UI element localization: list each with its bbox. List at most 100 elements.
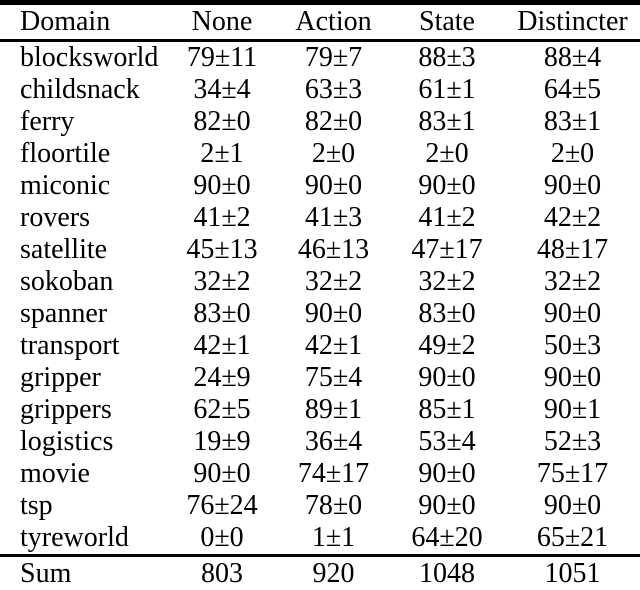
distincter-cell: 90±0	[543, 490, 602, 521]
domain-cell: transport	[20, 330, 120, 361]
column-header-state: State	[419, 6, 475, 37]
sum-state-cell: 1048	[419, 558, 475, 589]
domain-cell: blocksworld	[20, 42, 159, 73]
domain-cell: spanner	[20, 298, 108, 329]
action-cell: 32±2	[304, 266, 363, 297]
column-header-action: Action	[295, 6, 372, 37]
action-cell: 74±17	[297, 458, 370, 489]
table-row: logistics 19±9 36±4 53±4 52±3	[0, 426, 640, 458]
table-row: sokoban 32±2 32±2 32±2 32±2	[0, 266, 640, 298]
action-cell: 90±0	[304, 170, 363, 201]
table-row: childsnack 34±4 63±3 61±1 64±5	[0, 74, 640, 106]
state-cell: 2±0	[425, 138, 469, 169]
distincter-cell: 48±17	[536, 234, 609, 265]
state-cell: 61±1	[418, 74, 476, 105]
none-cell: 83±0	[193, 298, 251, 329]
column-header-domain: Domain	[20, 6, 111, 37]
action-cell: 42±1	[304, 330, 363, 361]
table-row: miconic 90±0 90±0 90±0 90±0	[0, 170, 640, 202]
none-cell: 24±9	[193, 362, 251, 393]
state-cell: 41±2	[418, 202, 476, 233]
table-row: tyreworld 0±0 1±1 64±20 65±21	[0, 522, 640, 556]
none-cell: 90±0	[193, 458, 251, 489]
table-row: spanner 83±0 90±0 83±0 90±0	[0, 298, 640, 330]
state-cell: 90±0	[418, 170, 476, 201]
none-cell: 82±0	[193, 106, 251, 137]
domain-cell: sokoban	[20, 266, 114, 297]
none-cell: 42±1	[193, 330, 251, 361]
distincter-cell: 2±0	[550, 138, 595, 169]
none-cell: 19±9	[193, 426, 251, 457]
none-cell: 79±11	[186, 42, 258, 73]
column-header-none: None	[191, 6, 253, 37]
none-cell: 0±0	[200, 522, 244, 553]
none-cell: 76±24	[186, 490, 258, 521]
table-row: ferry 82±0 82±0 83±1 83±1	[0, 106, 640, 138]
state-cell: 49±2	[418, 330, 476, 361]
action-cell: 36±4	[304, 426, 363, 457]
action-cell: 82±0	[304, 106, 363, 137]
state-cell: 83±1	[418, 106, 476, 137]
table-row: transport 42±1 42±1 49±2 50±3	[0, 330, 640, 362]
action-cell: 78±0	[304, 490, 363, 521]
distincter-cell: 90±0	[543, 170, 602, 201]
domain-cell: gripper	[20, 362, 101, 393]
action-cell: 90±0	[304, 298, 363, 329]
domain-cell: ferry	[20, 106, 75, 137]
distincter-cell: 32±2	[543, 266, 602, 297]
distincter-cell: 50±3	[543, 330, 602, 361]
distincter-cell: 90±0	[543, 362, 602, 393]
domain-cell: satellite	[20, 234, 108, 265]
state-cell: 85±1	[418, 394, 476, 425]
state-cell: 90±0	[418, 458, 476, 489]
domain-cell: tyreworld	[20, 522, 129, 553]
sum-distincter-cell: 1051	[544, 558, 601, 589]
none-cell: 90±0	[193, 170, 251, 201]
table-row: tsp 76±24 78±0 90±0 90±0	[0, 490, 640, 522]
header-row: Domain None Action State Distincter	[0, 3, 640, 41]
domain-cell: floortile	[20, 138, 111, 169]
distincter-cell: 65±21	[536, 522, 609, 553]
state-cell: 88±3	[418, 42, 476, 73]
state-cell: 83±0	[418, 298, 476, 329]
action-cell: 63±3	[304, 74, 363, 105]
domain-cell: tsp	[20, 490, 53, 521]
domain-cell: childsnack	[20, 74, 140, 105]
sum-none-cell: 803	[201, 558, 243, 589]
sum-label: Sum	[20, 558, 72, 589]
table-row: gripper 24±9 75±4 90±0 90±0	[0, 362, 640, 394]
distincter-cell: 42±2	[543, 202, 602, 233]
table-row: grippers 62±5 89±1 85±1 90±1	[0, 394, 640, 426]
action-cell: 2±0	[311, 138, 356, 169]
distincter-cell: 88±4	[543, 42, 602, 73]
state-cell: 90±0	[418, 490, 476, 521]
action-cell: 79±7	[304, 42, 363, 73]
table-row: rovers 41±2 41±3 41±2 42±2	[0, 202, 640, 234]
action-cell: 75±4	[304, 362, 363, 393]
none-cell: 32±2	[193, 266, 251, 297]
distincter-cell: 83±1	[543, 106, 602, 137]
action-cell: 46±13	[297, 234, 370, 265]
none-cell: 62±5	[193, 394, 251, 425]
none-cell: 41±2	[193, 202, 251, 233]
table-row: floortile 2±1 2±0 2±0 2±0	[0, 138, 640, 170]
domain-cell: miconic	[20, 170, 111, 201]
domain-cell: rovers	[20, 202, 90, 233]
none-cell: 45±13	[186, 234, 258, 265]
column-header-distincter: Distincter	[517, 6, 628, 37]
state-cell: 32±2	[418, 266, 476, 297]
state-cell: 90±0	[418, 362, 476, 393]
action-cell: 41±3	[304, 202, 363, 233]
action-cell: 89±1	[304, 394, 363, 425]
state-cell: 47±17	[411, 234, 483, 265]
sum-action-cell: 920	[312, 558, 355, 589]
table-body: blocksworld 79±11 79±7 88±3 88±4 childsn…	[0, 41, 640, 556]
domain-cell: logistics	[20, 426, 114, 457]
domain-cell: grippers	[20, 394, 112, 425]
table-row: satellite 45±13 46±13 47±17 48±17	[0, 234, 640, 266]
action-cell: 1±1	[311, 522, 356, 553]
none-cell: 2±1	[200, 138, 244, 169]
table-header: Domain None Action State Distincter	[0, 3, 640, 41]
